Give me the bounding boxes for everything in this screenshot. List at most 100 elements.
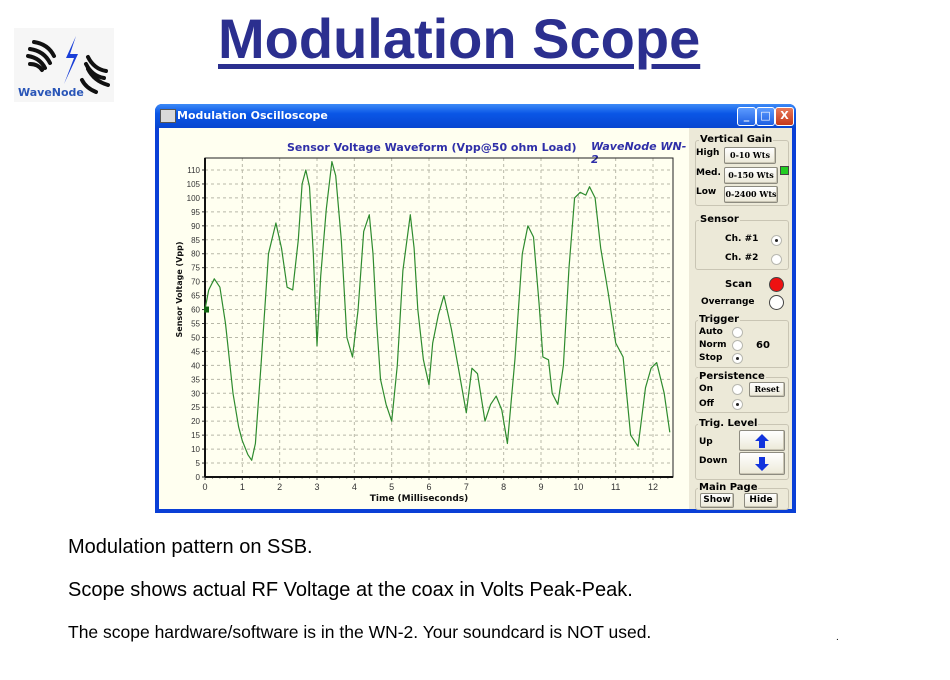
trigger-group: [695, 320, 789, 368]
svg-text:0: 0: [202, 482, 207, 492]
trigger-label: Trigger: [698, 314, 741, 325]
trigger-stop-radio[interactable]: [732, 353, 743, 364]
logo-text: WaveNode: [18, 86, 84, 99]
trigger-value: 60: [756, 340, 770, 351]
svg-text:4: 4: [352, 482, 357, 492]
persistence-reset-button[interactable]: Reset: [749, 382, 785, 397]
scan-label: Scan: [725, 279, 752, 290]
svg-text:11: 11: [611, 482, 620, 492]
window-titlebar[interactable]: Modulation Oscilloscope _ □ X: [155, 104, 796, 128]
maximize-button[interactable]: □: [756, 107, 775, 126]
gain-med-button-label: 0-150 Wts: [728, 170, 774, 180]
svg-text:3: 3: [314, 482, 319, 492]
app-icon: [160, 109, 176, 123]
sensor-ch2-label: Ch. #2: [725, 253, 759, 263]
overrange-indicator-led: [769, 295, 784, 310]
svg-text:12: 12: [648, 482, 658, 492]
caption-2: Scope shows actual RF Voltage at the coa…: [68, 579, 633, 601]
gain-high-label: High: [696, 148, 720, 158]
svg-text:6: 6: [426, 482, 431, 492]
trig-level-down-label: Down: [699, 456, 728, 466]
sensor-ch1-radio[interactable]: [771, 235, 782, 246]
persistence-off-label: Off: [699, 399, 714, 409]
chart-brand: WaveNode WN-2: [591, 140, 687, 166]
svg-text:25: 25: [191, 403, 200, 412]
trigger-auto-label: Auto: [699, 327, 723, 337]
main-page-hide-button[interactable]: Hide: [744, 493, 778, 508]
show-button-label: Show: [703, 495, 731, 505]
svg-text:5: 5: [196, 459, 201, 468]
svg-text:5: 5: [389, 482, 394, 492]
svg-text:45: 45: [191, 347, 200, 356]
main-page-show-button[interactable]: Show: [700, 493, 734, 508]
persistence-on-radio[interactable]: [732, 384, 743, 395]
minimize-button[interactable]: _: [737, 107, 756, 126]
svg-text:50: 50: [191, 333, 200, 342]
trigger-stop-label: Stop: [699, 353, 723, 363]
scan-indicator-led: [769, 277, 784, 292]
vertical-gain-label: Vertical Gain: [699, 134, 774, 145]
caption-3: The scope hardware/software is in the WN…: [68, 622, 652, 642]
svg-text:55: 55: [191, 320, 200, 329]
footer-dot: .: [836, 632, 839, 643]
gain-low-button-label: 0-2400 Wts: [725, 189, 777, 199]
persistence-label: Persistence: [698, 371, 766, 382]
trigger-auto-radio[interactable]: [732, 327, 743, 338]
window-title: Modulation Oscilloscope: [177, 109, 328, 122]
sensor-label: Sensor: [699, 214, 740, 225]
chart-title: Sensor Voltage Waveform (Vpp@50 ohm Load…: [287, 141, 577, 154]
maximize-icon: □: [760, 109, 771, 122]
svg-text:35: 35: [191, 375, 200, 384]
overrange-label: Overrange: [701, 297, 755, 307]
svg-text:100: 100: [187, 194, 201, 203]
sensor-ch1-label: Ch. #1: [725, 234, 759, 244]
svg-text:105: 105: [187, 180, 201, 189]
gain-high-button-label: 0-10 Wts: [730, 150, 770, 160]
main-page-label: Main Page: [698, 482, 759, 493]
svg-text:80: 80: [191, 250, 200, 259]
trigger-norm-label: Norm: [699, 340, 727, 350]
close-button[interactable]: X: [775, 107, 794, 126]
waveform-chart: 0510152025303540455055606570758085909510…: [175, 157, 674, 504]
svg-text:75: 75: [191, 264, 200, 273]
svg-text:10: 10: [191, 445, 200, 454]
svg-text:90: 90: [191, 222, 200, 231]
svg-text:0: 0: [196, 473, 201, 482]
trig-level-up-label: Up: [699, 437, 713, 447]
svg-text:30: 30: [191, 389, 200, 398]
caption-1: Modulation pattern on SSB.: [68, 536, 313, 558]
gain-med-label: Med.: [696, 168, 721, 178]
trigger-norm-radio[interactable]: [732, 340, 743, 351]
svg-text:10: 10: [573, 482, 583, 492]
arrow-down-icon: [755, 457, 769, 471]
reset-button-label: Reset: [754, 384, 780, 394]
svg-text:7: 7: [464, 482, 469, 492]
gain-med-button[interactable]: 0-150 Wts: [724, 167, 778, 184]
gain-active-indicator: [780, 166, 789, 175]
minimize-icon: _: [743, 109, 750, 122]
gain-low-button[interactable]: 0-2400 Wts: [724, 186, 778, 203]
window-client-area: Sensor Voltage Waveform (Vpp@50 ohm Load…: [159, 128, 792, 510]
svg-text:95: 95: [191, 208, 200, 217]
page-title: Modulation Scope: [218, 7, 701, 70]
persistence-off-radio[interactable]: [732, 399, 743, 410]
svg-text:Sensor Voltage (Vpp): Sensor Voltage (Vpp): [175, 242, 184, 338]
sensor-ch2-radio[interactable]: [771, 254, 782, 265]
gain-high-button[interactable]: 0-10 Wts: [724, 147, 776, 164]
trig-level-down-button[interactable]: [739, 452, 785, 475]
persistence-on-label: On: [699, 384, 714, 394]
svg-text:85: 85: [191, 236, 200, 245]
wavenode-logo: [14, 28, 114, 102]
svg-text:1: 1: [240, 482, 245, 492]
svg-text:110: 110: [187, 166, 200, 175]
gain-low-label: Low: [696, 187, 717, 197]
svg-text:9: 9: [538, 482, 543, 492]
svg-text:70: 70: [191, 278, 200, 287]
svg-text:15: 15: [191, 431, 200, 440]
svg-text:Time (Milliseconds): Time (Milliseconds): [370, 494, 469, 504]
plot-panel: Sensor Voltage Waveform (Vpp@50 ohm Load…: [159, 128, 689, 509]
svg-text:2: 2: [277, 482, 282, 492]
close-icon: X: [780, 109, 789, 122]
arrow-up-icon: [755, 434, 769, 448]
trig-level-up-button[interactable]: [739, 430, 785, 451]
